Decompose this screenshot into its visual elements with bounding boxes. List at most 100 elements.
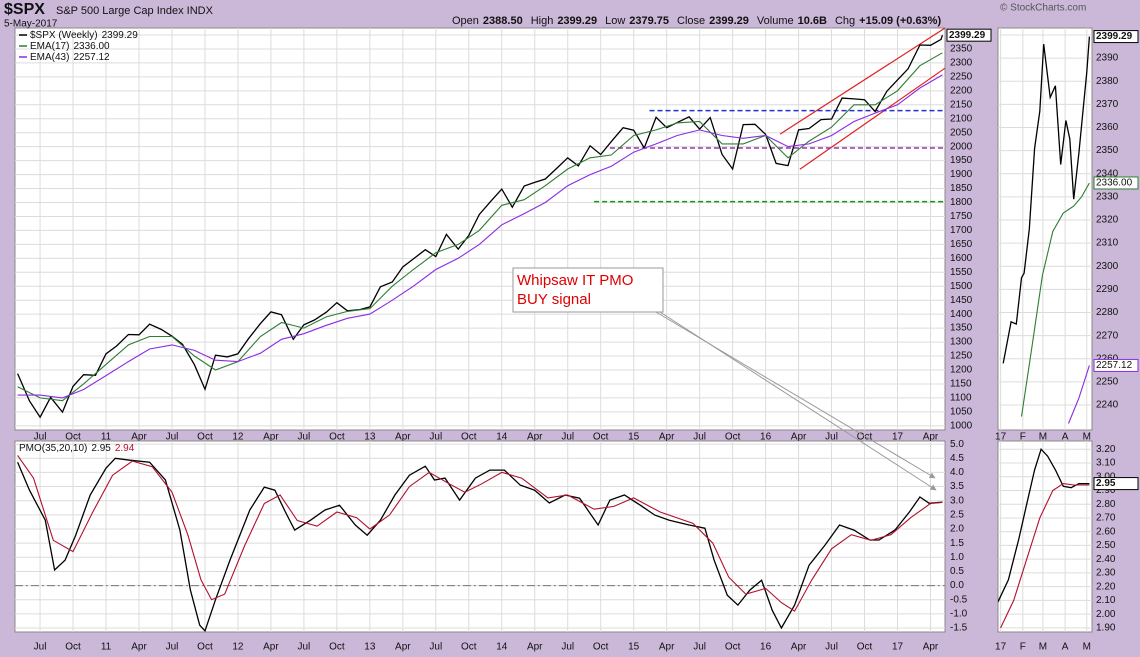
y-tick-label: 2.60: [1096, 526, 1116, 537]
y-tick-label: 1700: [950, 225, 973, 236]
y-tick-label: 2300: [1096, 261, 1119, 272]
x-tick-label: 13: [364, 642, 376, 653]
axis-value-box: [1093, 176, 1139, 190]
quote-value: 2399.29: [709, 15, 749, 27]
quote-value: 2388.50: [483, 15, 523, 27]
x-tick-label: Apr: [791, 642, 807, 653]
x-tick-label: 14: [496, 642, 508, 653]
x-tick-label: 13: [364, 432, 376, 443]
y-tick-label: 2340: [1096, 168, 1119, 179]
axis-value-label: 2399.29: [949, 30, 986, 41]
x-tick-label: 17: [995, 642, 1007, 653]
y-tick-label: 3.5: [950, 481, 964, 492]
trend-line: [799, 67, 945, 170]
chart-subtitle: S&P 500 Large Cap Index INDX: [56, 5, 214, 17]
x-tick-label: Oct: [593, 642, 609, 653]
annotation-text: Whipsaw IT PMO: [517, 272, 633, 289]
y-tick-label: 1250: [950, 351, 973, 362]
quote-label: Close: [677, 15, 705, 27]
x-tick-label: 11: [101, 642, 112, 653]
y-tick-label: 1350: [950, 323, 973, 334]
y-tick-label: 2360: [1096, 122, 1119, 133]
y-tick-label: 2200: [950, 85, 973, 96]
legend-entry: EMA(17) 2336.00: [30, 41, 110, 52]
y-tick-label: 1850: [950, 183, 973, 194]
quote-value: +15.09 (+0.63%): [859, 15, 941, 27]
quote-value: 10.6B: [798, 15, 827, 27]
y-tick-label: 2320: [1096, 215, 1119, 226]
y-tick-label: 1150: [950, 379, 972, 390]
y-tick-label: 2250: [1096, 377, 1119, 388]
x-tick-label: Jul: [693, 432, 706, 443]
y-tick-label: 1.90: [1096, 623, 1116, 634]
series-line: [1020, 182, 1090, 417]
y-tick-label: -1.5: [950, 623, 968, 634]
quote-label: Volume: [757, 15, 794, 27]
x-tick-label: Jul: [166, 642, 179, 653]
axis-value-box: [946, 28, 992, 42]
y-tick-label: 2.10: [1096, 595, 1116, 606]
quote-label: High: [531, 15, 554, 27]
y-tick-label: 3.20: [1096, 444, 1116, 455]
x-tick-label: Jul: [297, 642, 310, 653]
y-tick-label: 4.5: [950, 453, 964, 464]
x-tick-label: 15: [628, 432, 640, 443]
x-tick-label: Oct: [461, 432, 477, 443]
x-tick-label: 16: [760, 432, 772, 443]
x-tick-label: M: [1039, 642, 1047, 653]
series-line: [998, 447, 1090, 603]
y-tick-label: 0.0: [950, 580, 964, 591]
x-tick-label: Oct: [197, 432, 213, 443]
y-tick-label: 3.00: [1096, 471, 1116, 482]
x-tick-label: Jul: [429, 432, 442, 443]
y-tick-label: 1550: [950, 267, 973, 278]
y-tick-label: 1300: [950, 337, 973, 348]
y-tick-label: 1750: [950, 211, 973, 222]
y-tick-label: 2.90: [1096, 485, 1116, 496]
plot-layer: 1000 1050 1100 1150 1200 1250 1300 1350 1400 1450…: [15, 28, 1139, 653]
series-line: [17, 455, 943, 612]
y-tick-label: 3.10: [1096, 458, 1116, 469]
x-tick-label: Jul: [825, 432, 838, 443]
y-tick-label: 2.20: [1096, 581, 1116, 592]
x-tick-label: Oct: [329, 642, 345, 653]
y-tick-label: 2350: [1096, 145, 1119, 156]
quote-label: Open: [452, 15, 479, 27]
x-tick-label: Apr: [263, 642, 279, 653]
y-tick-label: 2.0: [950, 524, 964, 535]
x-tick-label: Apr: [263, 432, 279, 443]
legend-label: EMA(43): [30, 52, 69, 63]
y-tick-label: 1200: [950, 365, 973, 376]
y-tick-label: 2.30: [1096, 568, 1116, 579]
x-tick-label: Apr: [395, 432, 411, 443]
axis-value-label: 2.95: [1096, 478, 1116, 489]
y-tick-label: 2240: [1096, 400, 1119, 411]
y-tick-label: 3.0: [950, 495, 964, 506]
quote-line: Open 2388.50 High 2399.29 Low 2379.75 Close 239…: [452, 15, 941, 27]
x-tick-label: 17: [892, 432, 904, 443]
x-tick-label: Oct: [857, 642, 873, 653]
legend-value: 2.95: [91, 443, 111, 454]
series-line: [1000, 483, 1090, 629]
x-tick-label: 17: [995, 432, 1007, 443]
x-tick-label: M: [1039, 432, 1047, 443]
y-tick-label: 2.70: [1096, 513, 1116, 524]
x-tick-label: Apr: [659, 642, 675, 653]
y-tick-label: 2390: [1096, 53, 1119, 64]
quote-value: 2399.29: [557, 15, 597, 27]
quote-value: 2379.75: [629, 15, 669, 27]
x-tick-label: A: [1062, 642, 1069, 653]
legend-entry: $SPX (Weekly) 2399.29: [30, 30, 138, 41]
y-tick-label: 2.80: [1096, 499, 1116, 510]
annotation-text: BUY signal: [517, 291, 591, 308]
x-tick-label: Jul: [297, 432, 310, 443]
x-tick-label: Apr: [923, 432, 939, 443]
series-line: [1002, 36, 1091, 364]
y-tick-label: 1900: [950, 169, 973, 180]
legend-label: EMA(17): [30, 41, 69, 52]
x-tick-label: Oct: [65, 432, 81, 443]
axis-value-label: 2399.29: [1096, 31, 1133, 42]
y-tick-label: 2280: [1096, 307, 1119, 318]
y-tick-label: 2310: [1096, 238, 1119, 249]
